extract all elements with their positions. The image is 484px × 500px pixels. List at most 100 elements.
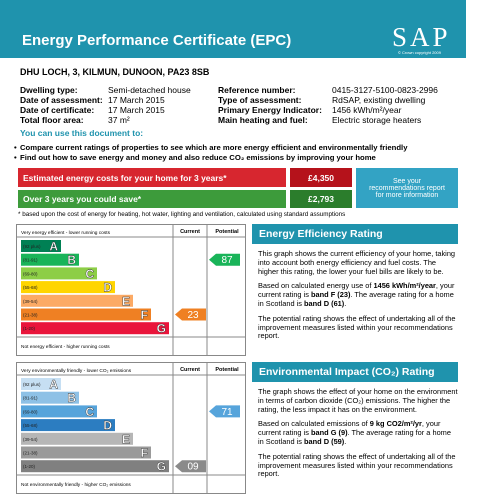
column-header: Current [180,229,200,235]
text-run: The potential rating shows the effect of… [258,313,456,341]
rating-value: 87 [221,255,233,266]
recommendations-note: See your recommendations report for more… [356,168,458,208]
paragraph: The potential rating shows the effect of… [258,451,458,479]
band-letter: A [49,240,58,254]
environmental-panel: Environmental Impact (CO₂) Rating The gra… [252,362,458,479]
band-letter: E [122,432,130,446]
band-range: (81-91) [23,258,38,263]
rating-value: 09 [187,462,199,473]
band [21,308,151,321]
detail-value: Semi-detached house [108,85,191,95]
band-range: (92 plus) [23,244,41,249]
detail-label: Type of assessment: [218,95,302,105]
text-run: This graph shows the current efficiency … [258,249,456,276]
scale-top: Very energy efficient - lower running co… [21,230,111,236]
rating-value: 71 [221,407,233,418]
detail-value: 37 m² [108,115,130,125]
text-run: , your current rating is [258,419,441,438]
band-letter: F [141,308,148,322]
scale-bottom: Not environmentally friendly - higher CO… [21,482,131,488]
band-letter: G [157,322,166,336]
band [21,391,79,404]
band-range: (55-68) [23,285,38,290]
band-letter: A [49,378,58,392]
header-bar [0,0,466,58]
band [21,432,133,445]
text-run: band F (23) [311,290,351,300]
footnote: * based upon the cost of energy for heat… [18,211,346,218]
scale-top: Very environmentally friendly - lower CO… [21,368,132,374]
detail-label: Date of assessment: [20,95,103,105]
detail-label: Date of certificate: [20,105,95,115]
panel-heading: Environmental Impact (CO₂) Rating [252,362,458,382]
panel-heading: Energy Efficiency Rating [252,224,458,244]
text-run: Based on calculated emissions of [258,419,370,429]
rating-arrow [209,253,240,266]
band-range: (1-20) [23,326,36,331]
scale-bottom: Not energy efficient - higher running co… [21,344,110,350]
text-run: The graph shows the effect of your home … [258,387,458,414]
bullet: Compare current ratings of properties to… [20,143,408,152]
band-range: (39-54) [23,299,38,304]
band [21,281,115,294]
text-run: 1456 kWh/m²/year [373,281,436,291]
band-range: (81-91) [23,396,38,401]
band [21,460,169,473]
band-letter: F [141,446,148,460]
rating-value: 23 [187,310,199,321]
band [21,378,61,390]
band-range: (39-54) [23,437,38,442]
column-header: Potential [215,367,239,373]
band-range: (92 plus) [23,382,41,387]
detail-label: Reference number: [218,85,296,95]
bullet-dot: • [14,153,17,162]
text-run: Based on calculated energy use of [258,281,374,291]
cost-label: Estimated energy costs for your home for… [18,168,286,187]
logo: SAP [392,22,451,52]
band-range: (21-38) [23,313,38,318]
bullet-dot: • [14,143,17,152]
text-run: 9 kg CO2/m²/yr [369,419,422,429]
paragraph: Based on calculated energy use of 1456 k… [258,281,458,308]
text-run: band D (59) [304,436,345,446]
band-letter: C [85,267,94,281]
band-letter: D [103,281,112,295]
paragraph: The potential rating shows the effect of… [258,313,458,341]
band-letter: G [157,460,166,474]
band [21,294,133,307]
text-run: band G (9) [311,428,348,438]
rating-arrow [175,460,206,473]
detail-label: Total floor area: [20,115,84,125]
band-range: (69-80) [23,409,38,414]
paragraph: This graph shows the current efficiency … [258,249,458,276]
band [21,419,115,432]
band-letter: D [103,419,112,433]
band [21,240,61,252]
band-range: (1-20) [23,464,36,469]
detail-value: RdSAP, existing dwelling [332,95,426,105]
detail-value: Electric storage heaters [332,115,422,125]
detail-value: 17 March 2015 [108,105,165,115]
detail-value: 17 March 2015 [108,95,165,105]
environmental-chart: Very environmentally friendly - lower CO… [16,362,246,494]
band-range: (69-80) [23,271,38,276]
efficiency-chart: Very energy efficient - lower running co… [16,224,246,356]
band-range: (21-38) [23,451,38,456]
cost-amount: £4,350 [290,168,352,187]
paragraph: Based on calculated emissions of 9 kg CO… [258,419,458,446]
rating-arrow [209,405,240,418]
text-run: The potential rating shows the effect of… [258,451,456,479]
address: DHU LOCH, 3, KILMUN, DUNOON, PA23 8SB [20,67,210,77]
text-run: , your current rating is [258,281,455,300]
detail-label: Main heating and fuel: [218,115,308,125]
band [21,446,151,459]
detail-value: 0415-3127-5100-0823-2996 [332,85,438,95]
rating-arrow [175,308,206,321]
detail-label: Primary Energy Indicator: [218,105,322,115]
column-header: Potential [215,229,239,235]
detail-value: 1456 kWh/m²/year [332,105,402,115]
column-header: Current [180,367,200,373]
text-run: . [344,436,347,446]
text-run: . The average rating for a home in Scotl… [258,428,451,446]
